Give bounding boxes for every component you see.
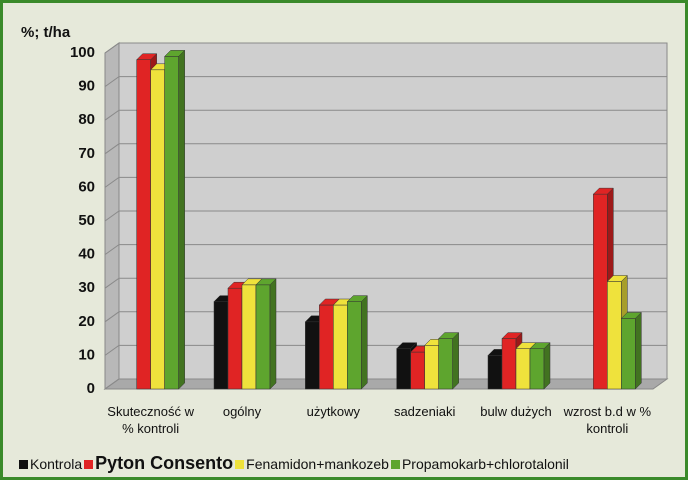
bar-front <box>425 345 439 389</box>
y-tick-label: 50 <box>78 212 95 229</box>
bar-side <box>361 296 367 389</box>
bar-front <box>439 339 453 389</box>
bar-side <box>544 343 550 389</box>
bar-front <box>305 322 319 389</box>
y-tick-label: 80 <box>78 111 95 128</box>
x-tick-label: bulw dużych <box>468 403 564 420</box>
y-tick-label: 90 <box>78 78 95 95</box>
y-tick-label: 0 <box>87 380 95 397</box>
bar <box>347 296 367 389</box>
bar-front <box>607 281 621 389</box>
x-tick-label: ogólny <box>194 403 290 420</box>
bar-front <box>319 305 333 389</box>
legend-swatch <box>391 460 400 469</box>
legend: Kontrola Pyton Consento Fenamidon+mankozeb… <box>17 453 569 474</box>
bar-front <box>397 349 411 389</box>
bar-front <box>502 339 516 389</box>
bar-front <box>530 349 544 389</box>
bar <box>439 333 459 389</box>
x-tick-label: Skuteczność w % kontroli <box>103 403 199 437</box>
bar-side <box>635 312 641 389</box>
y-tick-label: 40 <box>78 246 95 263</box>
legend-label: Fenamidon+mankozeb <box>246 456 389 472</box>
y-tick-label: 100 <box>70 44 95 61</box>
bar-front <box>242 285 256 389</box>
bar-front <box>411 352 425 389</box>
bar-front <box>488 355 502 389</box>
x-tick-label: wzrost b.d w % kontroli <box>559 403 655 437</box>
legend-label: Propamokarb+chlorotalonil <box>402 456 569 472</box>
bar-side <box>179 50 185 389</box>
bar-front <box>516 349 530 389</box>
y-tick-label: 60 <box>78 178 95 195</box>
y-axis-label: %; t/ha <box>21 24 71 41</box>
chart: %; t/ha 0 10 20 30 40 50 60 70 80 90 100 Kontrola P… <box>0 0 688 480</box>
bar-front <box>165 56 179 389</box>
bar-side <box>270 279 276 389</box>
y-tick-label: 70 <box>78 145 95 162</box>
y-tick-label: 10 <box>78 346 95 363</box>
bar <box>621 312 641 389</box>
bar-front <box>214 302 228 389</box>
bar <box>256 279 276 389</box>
bar-side <box>453 333 459 389</box>
bar-front <box>593 194 607 389</box>
floor <box>105 379 667 389</box>
legend-label: Kontrola <box>30 456 82 472</box>
bar-front <box>347 302 361 389</box>
legend-label: Pyton Consento <box>95 453 233 473</box>
bar-front <box>228 288 242 389</box>
legend-swatch <box>84 460 93 469</box>
x-tick-label: użytkowy <box>285 403 381 420</box>
bar <box>165 50 185 389</box>
legend-swatch <box>235 460 244 469</box>
y-tick-label: 30 <box>78 279 95 296</box>
bar-front <box>333 305 347 389</box>
bar-front <box>151 70 165 389</box>
y-tick-label: 20 <box>78 313 95 330</box>
bar-front <box>137 60 151 389</box>
bar-front <box>621 318 635 389</box>
bar <box>530 343 550 389</box>
legend-swatch <box>19 460 28 469</box>
x-tick-label: sadzeniaki <box>377 403 473 420</box>
bar-front <box>256 285 270 389</box>
